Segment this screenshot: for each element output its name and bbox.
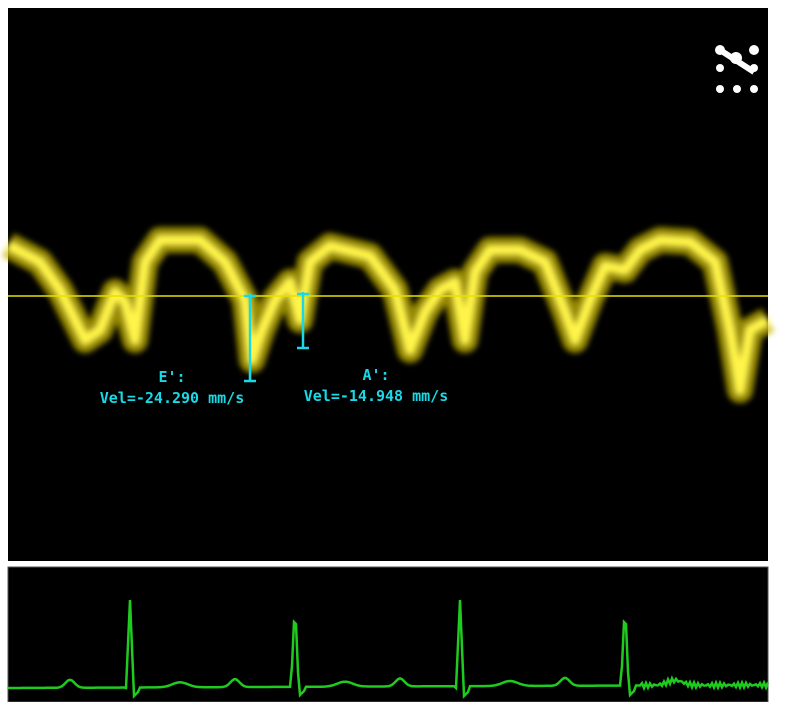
e-prime-velocity: Vel=-24.290 mm/s (100, 389, 245, 407)
a-prime-velocity: Vel=-14.948 mm/s (304, 387, 449, 405)
a-prime-label: A': (362, 366, 389, 384)
depth-scale (777, 36, 784, 541)
page: E': Vel=-24.290 mm/s A': Vel=-14.948 mm/… (0, 0, 787, 702)
ecg-panel (8, 567, 768, 702)
ultrasound-screen: E': Vel=-24.290 mm/s A': Vel=-14.948 mm/… (0, 0, 787, 702)
e-prime-label: E': (158, 368, 185, 386)
